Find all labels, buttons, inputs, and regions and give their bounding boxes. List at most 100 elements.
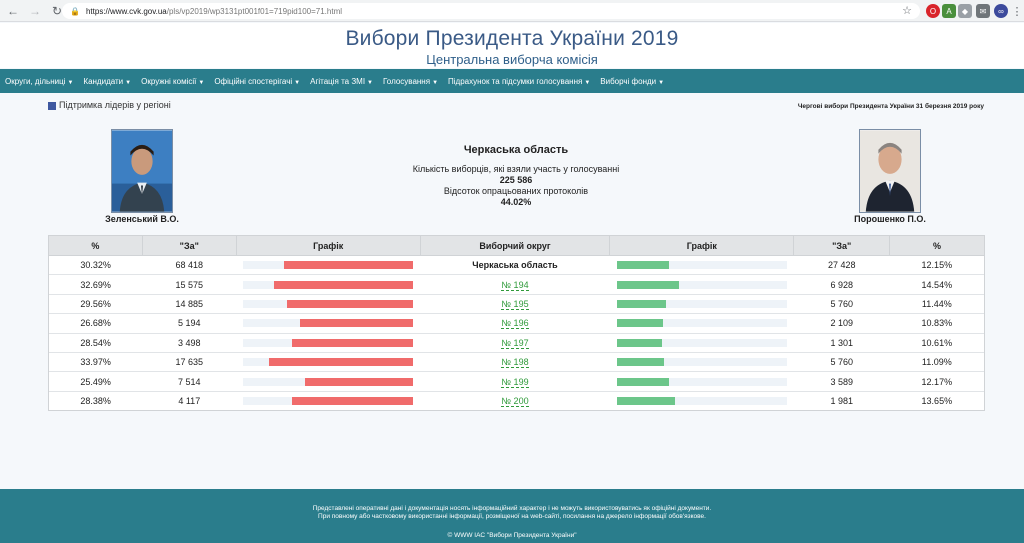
portrait-icon <box>112 130 172 212</box>
left-pct: 33.97% <box>48 351 143 372</box>
left-chart <box>236 332 421 353</box>
left-pct: 28.38% <box>48 390 143 412</box>
left-pct: 30.32% <box>48 254 143 275</box>
turnout-label: Кількість виборців, які взяли участь у г… <box>412 164 620 174</box>
district-cell: № 200 <box>420 390 610 412</box>
site-subtitle: Центральна виборча комісія <box>426 52 598 67</box>
menu-item-agitation[interactable]: Агітація та ЗМІ ▼ <box>310 76 373 86</box>
caret-down-icon: ▼ <box>658 79 665 86</box>
right-votes: 5 760 <box>793 293 890 314</box>
district-link[interactable]: № 194 <box>501 279 529 291</box>
menu-item-candidates[interactable]: Кандидати ▼ <box>83 76 132 86</box>
district-link[interactable]: № 195 <box>501 298 529 310</box>
site-header: Вибори Президента України 2019 Центральн… <box>0 23 1024 68</box>
right-votes: 2 109 <box>793 313 890 334</box>
menu-item-commissions[interactable]: Окружні комісії ▼ <box>141 76 205 86</box>
site-title[interactable]: Вибори Президента України 2019 <box>345 27 679 50</box>
vpn-extension-icon[interactable]: ∞ <box>994 4 1008 18</box>
right-chart <box>609 390 794 412</box>
left-votes: 68 418 <box>142 254 237 275</box>
right-votes: 1 301 <box>793 332 890 353</box>
back-arrow-icon[interactable]: ← <box>7 3 19 18</box>
right-bar-track <box>616 377 787 386</box>
menu-item-funds[interactable]: Виборчі фонди ▼ <box>600 76 665 86</box>
right-pct: 12.17% <box>889 371 985 392</box>
district-cell: № 194 <box>420 274 610 295</box>
turnout-value: 225 586 <box>499 175 533 185</box>
footer-copyright: © WWW IAC "Вибори Президента України" <box>447 532 577 539</box>
shield-extension-icon[interactable]: ◆ <box>958 4 972 18</box>
right-votes: 1 981 <box>793 390 890 412</box>
adblock-extension-icon[interactable]: A <box>942 4 956 18</box>
right-pct: 10.83% <box>889 313 985 334</box>
header-right-votes: "За" <box>793 235 891 256</box>
menu-item-districts[interactable]: Округи, дільниці ▼ <box>5 76 74 86</box>
star-icon[interactable]: ☆ <box>902 5 912 17</box>
results-table: % "За" Графік Виборчий округ Графік "За"… <box>48 235 985 412</box>
right-pct: 14.54% <box>889 274 985 295</box>
header-left-chart: Графік <box>235 235 421 256</box>
left-bar-track <box>243 377 414 386</box>
left-votes: 17 635 <box>142 351 237 372</box>
right-chart <box>609 371 794 392</box>
right-votes: 6 928 <box>793 274 890 295</box>
table-row: 28.38% 4 117 № 200 1 981 13.65% <box>48 390 985 412</box>
opera-extension-icon[interactable]: O <box>926 4 940 18</box>
right-bar <box>616 396 675 405</box>
legend-square-icon <box>48 102 56 110</box>
right-pct: 11.09% <box>889 351 985 372</box>
footer-line-2: При повному або частковому використанні … <box>318 513 706 520</box>
left-bar-track <box>243 338 414 347</box>
right-chart <box>609 332 794 353</box>
district-cell: № 197 <box>420 332 610 353</box>
candidate-right-name: Порошенко П.О. <box>854 214 926 224</box>
right-bar <box>616 358 664 367</box>
district-link[interactable]: № 200 <box>501 395 529 407</box>
menu-item-results[interactable]: Підрахунок та підсумки голосування ▼ <box>448 76 591 86</box>
district-total-label: Черкаська область <box>472 260 558 271</box>
address-bar[interactable]: 🔒 https://www.cvk.gov.ua/pls/vp2019/wp31… <box>62 3 920 19</box>
left-pct: 26.68% <box>48 313 143 334</box>
district-cell: № 195 <box>420 293 610 314</box>
left-bar <box>292 396 414 405</box>
district-cell: № 199 <box>420 371 610 392</box>
forward-arrow-icon[interactable]: → <box>29 3 41 18</box>
mail-extension-icon[interactable]: ✉ <box>976 4 990 18</box>
menu-item-voting[interactable]: Голосування ▼ <box>383 76 439 86</box>
left-chart <box>236 351 421 372</box>
left-votes: 14 885 <box>142 293 237 314</box>
footer-line-1: Представлені оперативні дані і документа… <box>312 505 712 512</box>
caret-down-icon: ▼ <box>367 79 373 86</box>
caret-down-icon: ▼ <box>432 79 439 86</box>
right-chart <box>609 293 794 314</box>
district-cell: № 196 <box>420 313 610 334</box>
caret-down-icon: ▼ <box>584 79 591 86</box>
left-bar-track <box>243 299 414 308</box>
left-votes: 3 498 <box>142 332 237 353</box>
left-bar <box>274 280 414 289</box>
menu-kebab-icon[interactable]: ⋮ <box>1011 5 1023 18</box>
table-row: 25.49% 7 514 № 199 3 589 12.17% <box>48 371 985 392</box>
left-chart <box>236 274 421 295</box>
district-link[interactable]: № 196 <box>501 318 529 330</box>
district-link[interactable]: № 197 <box>501 337 529 349</box>
district-link[interactable]: № 198 <box>501 357 529 369</box>
right-chart <box>609 254 794 275</box>
left-votes: 7 514 <box>142 371 237 392</box>
header-right-chart: Графік <box>609 235 795 256</box>
candidate-right-photo <box>859 129 921 213</box>
reload-icon[interactable]: ↻ <box>51 3 63 18</box>
right-bar-track <box>616 319 787 328</box>
caret-down-icon: ▼ <box>198 79 205 86</box>
right-bar-track <box>616 280 787 289</box>
right-bar <box>616 299 666 308</box>
table-row: 26.68% 5 194 № 196 2 109 10.83% <box>48 313 985 334</box>
district-link[interactable]: № 199 <box>501 376 529 388</box>
table-row: 33.97% 17 635 № 198 5 760 11.09% <box>48 351 985 372</box>
caret-down-icon: ▼ <box>125 79 132 86</box>
left-pct: 32.69% <box>48 274 143 295</box>
browser-toolbar: ← → ↻ 🔒 https://www.cvk.gov.ua/pls/vp201… <box>0 0 1024 22</box>
left-bar-track <box>243 358 414 367</box>
menu-item-observers[interactable]: Офіційні спостерігачі ▼ <box>214 76 301 86</box>
right-bar-track <box>616 358 787 367</box>
